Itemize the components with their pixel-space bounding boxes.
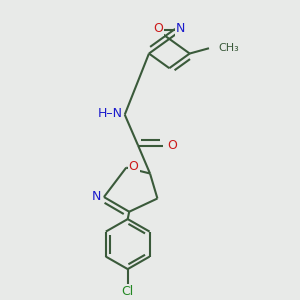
Text: H–N: H–N xyxy=(98,107,122,120)
Text: O: O xyxy=(167,139,177,152)
Text: CH₃: CH₃ xyxy=(218,43,239,53)
Text: O: O xyxy=(153,22,163,35)
Text: N: N xyxy=(92,190,101,202)
Text: O: O xyxy=(129,160,139,172)
Text: N: N xyxy=(176,22,185,35)
Text: Cl: Cl xyxy=(122,285,134,298)
